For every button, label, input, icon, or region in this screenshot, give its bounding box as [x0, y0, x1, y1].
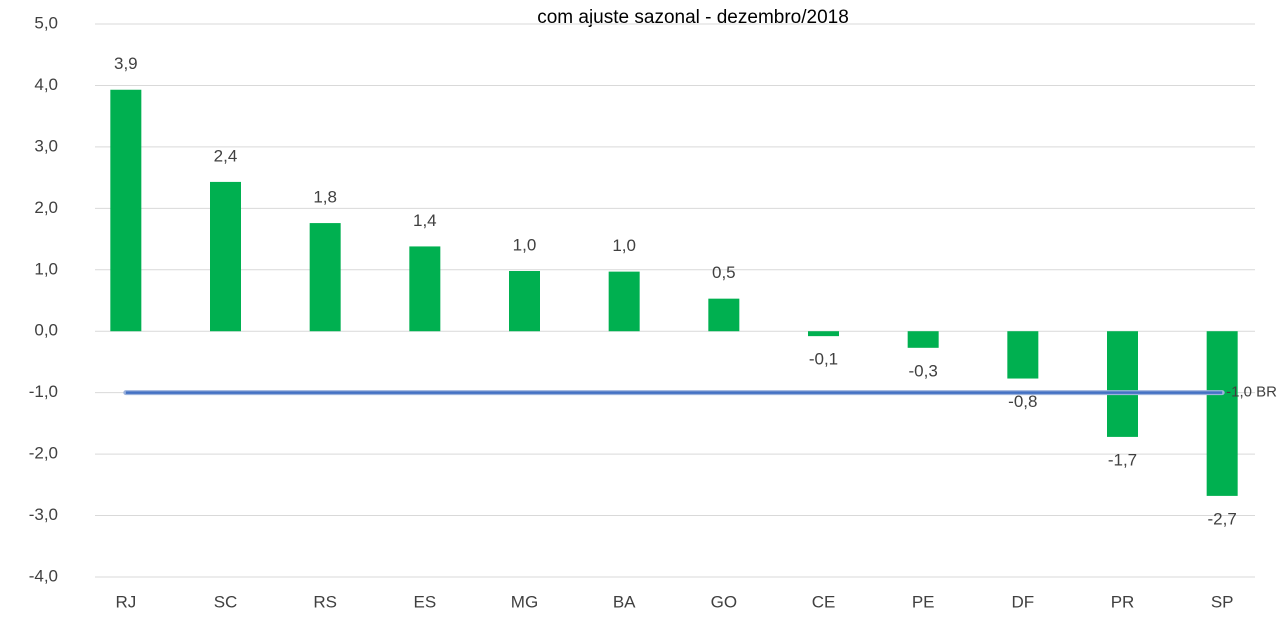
bar — [708, 298, 740, 332]
y-tick-label: 5,0 — [34, 13, 58, 32]
y-tick-label: -4,0 — [29, 566, 58, 585]
bar — [509, 271, 540, 332]
x-tick-label: BA — [613, 592, 636, 611]
data-label: -0,8 — [1008, 392, 1037, 411]
x-tick-label: ES — [413, 592, 436, 611]
bar — [808, 331, 839, 337]
chart-title: com ajuste sazonal - dezembro/2018 — [537, 7, 849, 28]
bar — [1107, 331, 1138, 437]
bar — [608, 271, 640, 332]
x-tick-label: MG — [511, 592, 538, 611]
reference-label: -1,0 BR — [1226, 384, 1277, 401]
data-label: -0,3 — [909, 361, 938, 380]
bar — [309, 223, 341, 332]
bar — [110, 89, 142, 332]
data-label: -0,1 — [809, 350, 838, 369]
data-label: -1,7 — [1108, 450, 1137, 469]
bar — [1007, 331, 1039, 379]
bar — [907, 331, 939, 348]
x-tick-label: GO — [711, 592, 737, 611]
bar — [1206, 331, 1238, 496]
data-label: 1,4 — [413, 211, 437, 230]
x-tick-label: RJ — [115, 592, 136, 611]
y-tick-label: 3,0 — [34, 136, 58, 155]
x-tick-label: DF — [1011, 592, 1034, 611]
data-label: 0,5 — [712, 263, 736, 282]
x-tick-label: CE — [812, 592, 836, 611]
y-tick-label: 1,0 — [34, 259, 58, 278]
x-tick-label: PR — [1111, 592, 1135, 611]
y-tick-label: -3,0 — [29, 505, 58, 524]
x-tick-label: SC — [214, 592, 238, 611]
bar — [210, 181, 241, 332]
data-label: -2,7 — [1208, 509, 1237, 528]
y-tick-label: 4,0 — [34, 75, 58, 94]
y-tick-label: -1,0 — [29, 382, 58, 401]
data-label: 2,4 — [214, 146, 238, 165]
y-tick-label: 2,0 — [34, 198, 58, 217]
x-tick-label: PE — [912, 592, 935, 611]
x-tick-label: RS — [313, 592, 337, 611]
x-tick-label: SP — [1211, 592, 1234, 611]
data-label: 1,0 — [513, 235, 537, 254]
data-label: 1,0 — [612, 236, 636, 255]
y-tick-label: 0,0 — [34, 321, 58, 340]
data-label: 1,8 — [313, 188, 337, 207]
y-tick-label: -2,0 — [29, 444, 58, 463]
bar — [409, 246, 441, 332]
data-label: 3,9 — [114, 54, 138, 73]
